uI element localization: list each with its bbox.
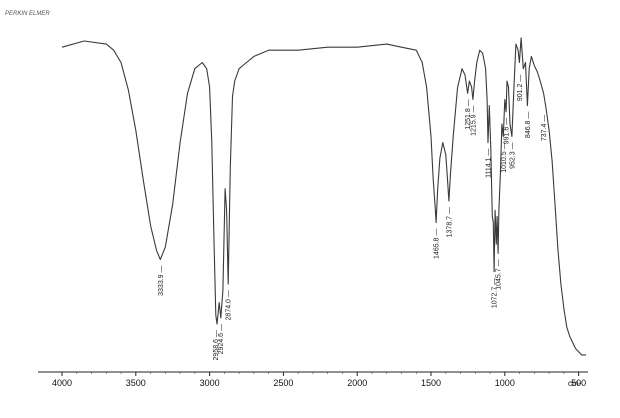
peak-label: 1378.7 — [446,207,453,237]
peak-label: 2958.6 — [213,330,220,360]
peak-label: 1045.7 — [496,259,503,289]
peak-label: 1072.7 — [492,278,499,308]
x-tick-label: 1000 [495,378,515,388]
x-axis-unit-label: cm- [568,379,582,388]
series [61,37,586,356]
peak-labels: 3333.9 — 2958.6 —2924.6 —2874.0 — 1465.8 —… [158,75,548,361]
x-tick-label: 2500 [273,378,293,388]
x-tick-label: 3000 [200,378,220,388]
peak-label: 952.3 — [509,142,516,168]
peak-label: 991.6 — [504,118,511,144]
peak-label: 737.4 — [541,115,548,141]
peak-label: 2924.6 — [218,324,225,354]
x-tick-label: 2000 [347,378,367,388]
x-tick-label: 500 [571,378,586,388]
peak-label: 3333.9 — [158,266,165,296]
peak-label: 1114.1 — [486,149,493,178]
peak-label: 2874.0 — [226,290,233,320]
peak-label: 901.2 — [517,75,524,101]
peak-label: 1010.5 — [501,142,508,172]
x-tick-labels: 4000 3500 3000 2500 2000 1500 1000 500 [52,378,586,388]
peak-label: 1465.8 — [434,229,441,259]
x-axis [38,371,588,376]
x-tick-label: 3500 [126,378,146,388]
x-tick-label: 1500 [421,378,441,388]
spectrum-line-0 [61,37,586,356]
x-tick-label: 4000 [52,378,72,388]
peak-label: 1251.8 — [465,99,472,129]
brand-label: PERKIN ELMER [5,11,50,17]
peak-label: 846.8 — [525,112,532,138]
peak-label: 1215.9 — [470,106,477,136]
